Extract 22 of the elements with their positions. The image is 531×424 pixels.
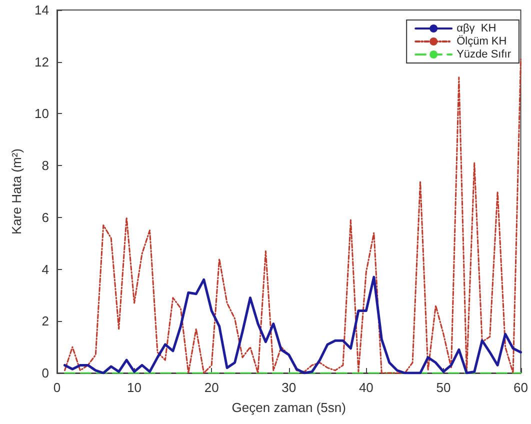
y-tick-label: 4 <box>42 262 49 277</box>
x-tick-label: 30 <box>282 380 296 395</box>
x-tick-label: 50 <box>436 380 451 395</box>
x-tick-label: 20 <box>204 380 219 395</box>
line-series <box>64 58 522 374</box>
y-tick-label: 2 <box>42 314 49 329</box>
y-tick-label: 12 <box>34 54 49 70</box>
y-axis-title: Kare Hata (m²) <box>9 148 24 234</box>
x-tick-label: 60 <box>514 380 528 395</box>
y-tick-label: 10 <box>34 106 49 122</box>
legend-label: Ölçüm KH <box>456 34 507 48</box>
y-tick-label: 0 <box>42 366 49 380</box>
y-tick-label: 8 <box>42 158 49 174</box>
y-tick-label: 14 <box>34 2 49 18</box>
x-tick-label: 0 <box>53 380 61 395</box>
x-axis-title: Geçen zaman (5sn) <box>232 400 346 415</box>
x-tick-label: 40 <box>358 380 374 395</box>
legend-label: Yüzde Sıfır <box>456 48 512 60</box>
legend-label: αβγ KH <box>456 22 496 34</box>
y-tick-label: 6 <box>42 210 49 225</box>
x-tick-label: 10 <box>127 380 142 395</box>
line-series <box>63 276 522 374</box>
